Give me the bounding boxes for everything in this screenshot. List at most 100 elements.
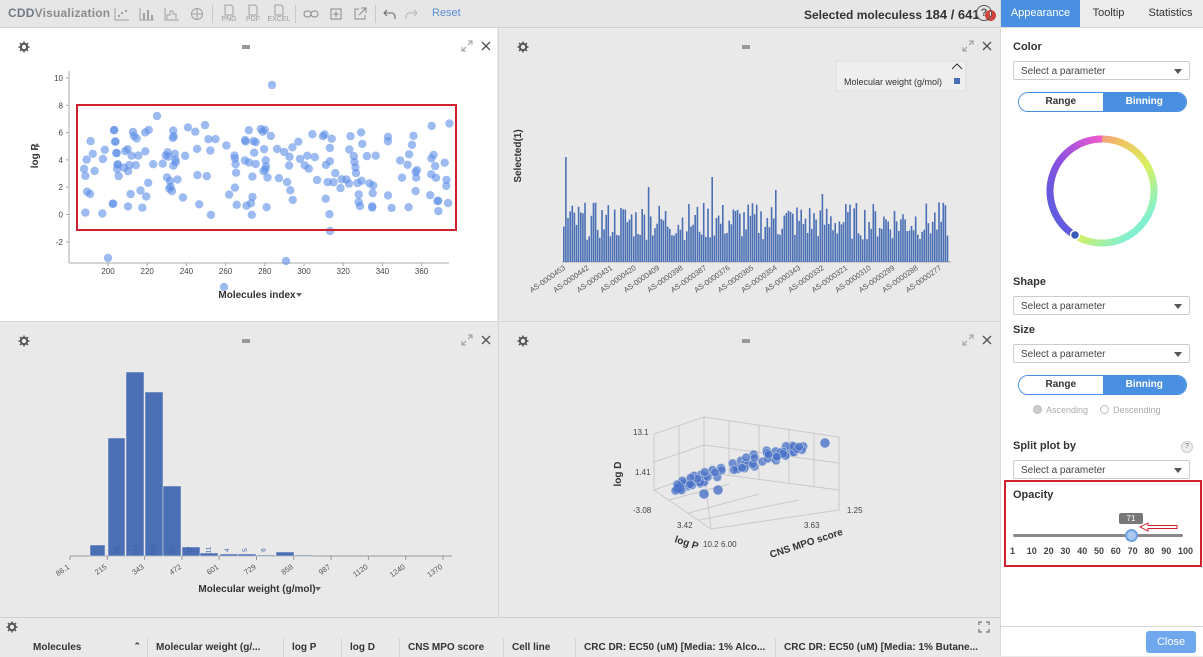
data-point[interactable] [167, 186, 177, 196]
data-point[interactable] [85, 189, 95, 199]
bar[interactable] [580, 212, 582, 262]
bar[interactable] [724, 233, 726, 262]
range-option[interactable]: Range [1019, 93, 1103, 111]
data-point[interactable] [427, 170, 436, 179]
data-point[interactable] [79, 164, 89, 174]
bar[interactable] [864, 209, 866, 262]
data-point[interactable] [251, 159, 260, 169]
bar[interactable] [607, 205, 610, 262]
bar[interactable] [891, 238, 894, 262]
expand-icon[interactable] [962, 40, 974, 52]
bar[interactable] [944, 205, 947, 262]
shape-parameter-select[interactable]: Select a parameter [1013, 296, 1190, 315]
bar[interactable] [692, 224, 694, 262]
bar[interactable] [828, 224, 830, 262]
bar[interactable] [741, 236, 743, 262]
data-point[interactable] [357, 176, 366, 185]
bar[interactable] [887, 221, 889, 263]
bar[interactable] [794, 234, 796, 262]
bar[interactable] [796, 207, 798, 263]
help-icon[interactable]: ? [976, 5, 992, 21]
bar[interactable] [853, 208, 855, 262]
bar[interactable] [594, 202, 597, 262]
binning-option[interactable]: Binning [1102, 93, 1186, 111]
drag-handle-icon[interactable] [242, 45, 250, 49]
bar[interactable] [666, 226, 669, 262]
data-point[interactable] [195, 200, 204, 209]
data-point[interactable] [193, 170, 202, 180]
3d-chart-icon[interactable] [187, 4, 207, 23]
data-point[interactable] [261, 156, 270, 165]
bar[interactable] [567, 218, 569, 262]
bar[interactable] [868, 222, 870, 262]
data-point[interactable] [383, 191, 393, 200]
bar[interactable] [751, 203, 754, 262]
y-axis-label[interactable]: Selected(1) [513, 129, 524, 182]
bar[interactable] [728, 220, 730, 262]
bar[interactable] [749, 215, 752, 262]
data-point[interactable] [81, 208, 90, 217]
bar[interactable] [859, 235, 862, 262]
y-axis-label[interactable]: log P [30, 143, 41, 168]
bar[interactable] [613, 209, 616, 262]
data-point[interactable] [219, 282, 229, 292]
bar[interactable] [601, 210, 603, 262]
data-point[interactable] [123, 202, 133, 211]
histogram-chart[interactable]: 98 141 116 52 17 11 4 5 6 86.1 215 343 472 601 729 858… [0, 322, 497, 617]
bar[interactable] [789, 212, 792, 262]
column-header[interactable]: log P [284, 638, 342, 657]
chevron-down-icon[interactable] [315, 587, 321, 591]
data-point[interactable] [440, 158, 449, 167]
data-point[interactable] [280, 147, 289, 157]
data-point[interactable] [192, 144, 202, 154]
data-point[interactable] [327, 134, 336, 143]
data-point[interactable] [700, 467, 710, 477]
data-point[interactable] [162, 173, 172, 182]
bar[interactable] [842, 222, 845, 262]
gear-icon[interactable] [6, 621, 18, 633]
data-point[interactable] [403, 160, 412, 169]
data-point[interactable] [263, 173, 272, 182]
bar[interactable] [861, 239, 864, 262]
binning-option[interactable]: Binning [1102, 376, 1186, 394]
bar[interactable] [690, 226, 692, 263]
bar[interactable] [656, 223, 658, 262]
data-point[interactable] [90, 166, 99, 176]
x-axis-label[interactable]: log P [673, 534, 700, 552]
reset-link[interactable]: Reset [432, 7, 461, 19]
drag-handle-icon[interactable] [742, 45, 750, 49]
bar[interactable] [800, 209, 802, 262]
bar[interactable] [596, 229, 599, 262]
size-parameter-select[interactable]: Select a parameter [1013, 344, 1190, 363]
bar[interactable] [626, 222, 629, 262]
color-mode-toggle[interactable]: Range Binning [1018, 92, 1187, 112]
bar[interactable] [662, 220, 665, 262]
bar[interactable] [942, 202, 945, 262]
data-point[interactable] [318, 132, 328, 141]
histogram-bar[interactable] [162, 485, 182, 557]
gear-icon[interactable] [517, 41, 529, 53]
bar[interactable] [622, 209, 624, 262]
bar[interactable] [878, 227, 881, 262]
data-point[interactable] [368, 203, 377, 212]
bar[interactable] [906, 231, 908, 262]
data-point[interactable] [282, 177, 292, 187]
gear-icon[interactable] [517, 335, 529, 347]
bar[interactable] [779, 234, 781, 262]
data-point[interactable] [412, 173, 421, 182]
histogram-icon[interactable] [162, 4, 182, 23]
bar[interactable] [876, 236, 879, 262]
data-point[interactable] [323, 177, 332, 187]
export-pdf-icon[interactable]: PDF [242, 4, 264, 23]
bar[interactable] [717, 215, 720, 262]
bar[interactable] [851, 238, 853, 262]
chevron-up-icon[interactable] [951, 63, 963, 70]
data-point[interactable] [346, 132, 355, 141]
data-point[interactable] [772, 452, 782, 462]
data-point[interactable] [178, 193, 188, 202]
bar[interactable] [813, 213, 815, 262]
bar[interactable] [575, 224, 578, 262]
data-point[interactable] [820, 438, 830, 448]
data-point[interactable] [763, 449, 774, 459]
data-point[interactable] [231, 168, 241, 177]
